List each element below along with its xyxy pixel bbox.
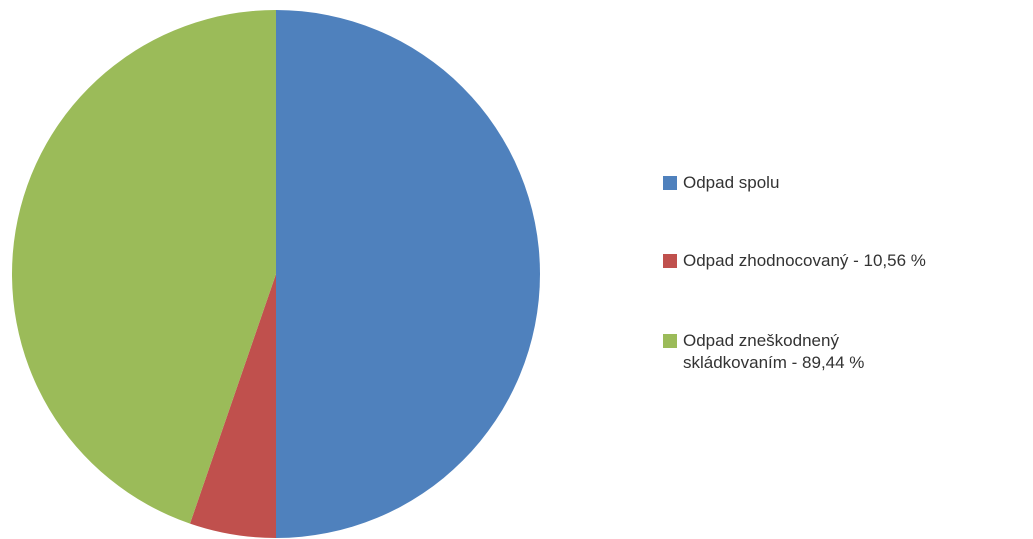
- legend-item: Odpad spolu: [663, 172, 933, 194]
- legend-swatch: [663, 254, 677, 268]
- pie-slice: [276, 10, 540, 538]
- legend-label: Odpad zhodnocovaný - 10,56 %: [683, 251, 926, 270]
- legend-label: Odpad zneškodnený skládkovaním - 89,44 %: [683, 331, 865, 372]
- pie-slice: [11, 10, 276, 524]
- legend-item: Odpad zneškodnený skládkovaním - 89,44 %: [663, 330, 933, 374]
- legend-item: Odpad zhodnocovaný - 10,56 %: [663, 250, 933, 272]
- pie-slice: [190, 274, 276, 538]
- legend-label: Odpad spolu: [683, 173, 780, 192]
- legend-swatch: [663, 176, 677, 190]
- legend-swatch: [663, 334, 677, 348]
